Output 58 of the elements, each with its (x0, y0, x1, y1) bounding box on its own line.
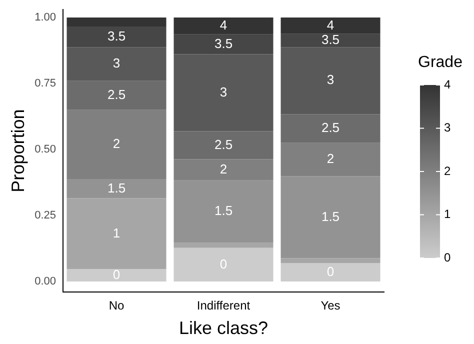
y-tick-label: 0.50 (34, 144, 56, 156)
bar (66, 179, 166, 198)
bar (174, 18, 274, 34)
bar (280, 18, 380, 34)
color-bar-label: 3 (444, 120, 451, 135)
text: 3 (326, 72, 334, 88)
bar (280, 114, 380, 143)
x-tick-label: No (108, 298, 124, 313)
text: 3.5 (107, 28, 126, 44)
series-label: 1 (112, 225, 120, 240)
bar (66, 80, 166, 110)
bar (66, 18, 166, 26)
y-tick-label: 0.00 (34, 275, 56, 288)
bar (280, 176, 380, 258)
bar (66, 110, 166, 180)
series-label: 3 (112, 56, 120, 71)
color-bar-title: Grade (418, 54, 463, 71)
y-tick-label: 0.25 (34, 209, 56, 222)
bar (174, 180, 274, 243)
bar (66, 26, 166, 48)
color-bar-label: 4 (444, 77, 451, 92)
text: 1.5 (214, 203, 233, 218)
bar (174, 248, 274, 282)
y-tick-label: 1.00 (34, 12, 56, 24)
text: 3.5 (214, 36, 233, 51)
bar (174, 131, 274, 160)
x-tick-label: Indifferent (196, 298, 251, 313)
series-label: 1.5 (107, 180, 126, 196)
bar (174, 34, 274, 54)
bar (174, 54, 274, 132)
series-label: 2.5 (214, 136, 233, 152)
y-tick-label: 0.75 (34, 78, 56, 90)
bar (174, 242, 274, 248)
series-label: 2 (220, 161, 228, 176)
text: 3 (220, 84, 228, 100)
text: 2.5 (107, 86, 126, 102)
bar (280, 258, 380, 263)
y-axis-title: Proportion (8, 109, 28, 192)
series-label: 3.5 (321, 32, 340, 48)
bar (280, 47, 380, 114)
text: 4 (326, 17, 334, 32)
bar (280, 34, 380, 48)
color-bar-label: 1 (444, 207, 451, 222)
bar (174, 159, 274, 180)
bar (66, 198, 166, 270)
text: 1.5 (321, 208, 340, 224)
text: 2 (112, 136, 120, 152)
text: 2.5 (321, 120, 340, 136)
bar (66, 47, 166, 81)
text: 2 (326, 151, 334, 166)
x-axis-title: Like class? (178, 318, 268, 338)
series-label: 4 (220, 18, 228, 33)
bar (280, 142, 380, 176)
color-bar-label: 0 (444, 250, 451, 264)
bar (66, 269, 166, 282)
color-bar-label: 2 (444, 164, 451, 178)
bar (280, 262, 380, 282)
x-tick-label: Yes (320, 298, 340, 313)
